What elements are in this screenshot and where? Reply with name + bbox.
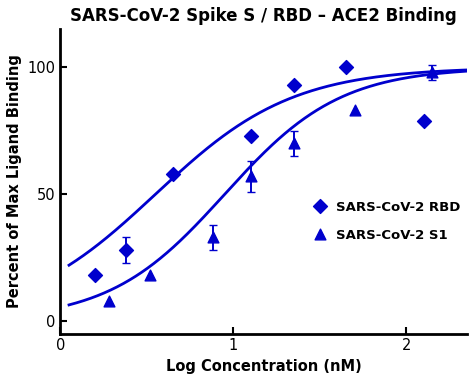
SARS-CoV-2 S1 — [428, 69, 436, 75]
SARS-CoV-2 RBD — [169, 171, 177, 177]
SARS-CoV-2 RBD — [122, 247, 130, 253]
SARS-CoV-2 S1 — [146, 272, 154, 279]
X-axis label: Log Concentration (nM): Log Concentration (nM) — [166, 359, 362, 374]
SARS-CoV-2 RBD — [247, 133, 255, 139]
Title: SARS-CoV-2 Spike S / RBD – ACE2 Binding: SARS-CoV-2 Spike S / RBD – ACE2 Binding — [70, 7, 457, 25]
SARS-CoV-2 S1 — [105, 298, 113, 304]
SARS-CoV-2 S1 — [247, 173, 255, 179]
SARS-CoV-2 RBD — [290, 82, 298, 88]
SARS-CoV-2 RBD — [420, 117, 428, 123]
SARS-CoV-2 S1 — [209, 234, 217, 240]
SARS-CoV-2 RBD — [91, 272, 99, 279]
Y-axis label: Percent of Max Ligand Binding: Percent of Max Ligand Binding — [7, 54, 22, 308]
SARS-CoV-2 S1 — [351, 107, 358, 114]
SARS-CoV-2 S1 — [290, 140, 298, 146]
SARS-CoV-2 RBD — [342, 64, 350, 70]
Legend: SARS-CoV-2 RBD, SARS-CoV-2 S1: SARS-CoV-2 RBD, SARS-CoV-2 S1 — [312, 200, 460, 242]
